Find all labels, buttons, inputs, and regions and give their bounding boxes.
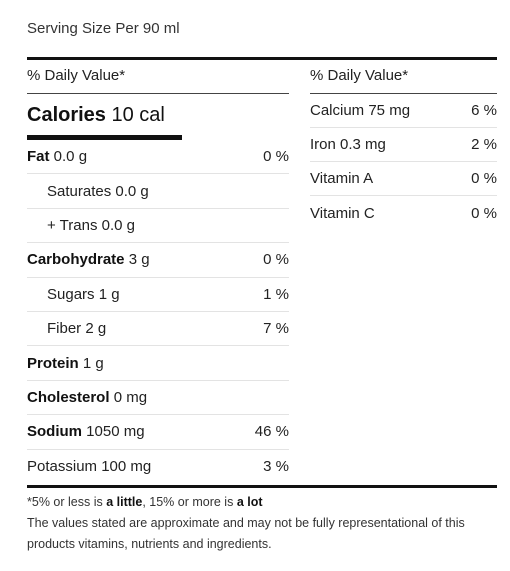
- nutrient-row-protein: Protein 1 g: [27, 346, 289, 381]
- note-emphasis-lot: a lot: [236, 495, 263, 509]
- nutrient-percent: 3 %: [263, 458, 289, 476]
- nutrient-percent: 0 %: [263, 251, 289, 269]
- nutrient-name: Potassium 100 mg: [27, 458, 152, 476]
- nutrient-row-fiber: Fiber 2 g 7 %: [27, 312, 289, 347]
- nutrient-name: Vitamin C: [310, 204, 375, 222]
- nutrient-label: Sodium: [27, 423, 82, 441]
- disclaimer: The values stated are approximate and ma…: [27, 516, 465, 551]
- nutrient-percent: 0 %: [471, 170, 497, 187]
- nutrient-name: Saturates 0.0 g: [47, 182, 149, 200]
- nutrient-percent: 1 %: [263, 285, 289, 303]
- nutrient-name: Fiber 2 g: [47, 320, 107, 338]
- nutrient-percent: 0 %: [263, 148, 289, 166]
- nutrient-label: Carbohydrate: [27, 251, 125, 269]
- nutrient-percent: 46 %: [254, 423, 289, 441]
- nutrient-row-carbohydrate: Carbohydrate 3 g 0 %: [27, 243, 289, 278]
- daily-value-header: % Daily Value*: [310, 60, 497, 94]
- nutrient-row-iron: Iron 0.3 mg 2 %: [310, 128, 497, 162]
- nutrient-name: Iron 0.3 mg: [310, 136, 386, 153]
- nutrient-name: + Trans 0.0 g: [47, 216, 135, 234]
- nutrient-percent: 7 %: [263, 320, 289, 338]
- nutrient-name: Cholesterol 0 mg: [27, 389, 147, 406]
- nutrient-row-vitamin-c: Vitamin C 0 %: [310, 196, 497, 230]
- nutrient-row-trans: + Trans 0.0 g: [27, 209, 289, 244]
- nutrient-name: Calcium 75 mg: [310, 102, 411, 119]
- top-divider: [27, 57, 497, 60]
- calories-bar: [27, 135, 182, 140]
- right-column: % Daily Value* Calcium 75 mg 6 % Iron 0.…: [310, 60, 497, 230]
- nutrient-name: Fat 0.0 g: [27, 148, 87, 165]
- nutrient-row-potassium: Potassium 100 mg 3 %: [27, 450, 289, 484]
- nutrient-percent: 6 %: [471, 102, 497, 119]
- footnote: *5% or less is a little, 15% or more is …: [27, 492, 497, 555]
- nutrient-row-sodium: Sodium 1050 mg 46 %: [27, 415, 289, 450]
- nutrient-name: Carbohydrate 3 g: [27, 251, 150, 268]
- calories-value: 10 cal: [111, 104, 165, 126]
- nutrient-amount: 1050 mg: [86, 423, 145, 441]
- nutrient-amount: 3 g: [128, 251, 150, 269]
- nutrient-label: Fat: [27, 148, 50, 166]
- nutrient-name: Sodium 1050 mg: [27, 423, 145, 440]
- nutrient-amount: 0 mg: [113, 388, 148, 406]
- note-text: , 15% or more is: [142, 495, 237, 509]
- note-text: *5% or less is: [27, 495, 107, 509]
- calories-text: Calories 10 cal: [27, 104, 165, 127]
- nutrient-row-vitamin-a: Vitamin A 0 %: [310, 162, 497, 196]
- serving-size: Serving Size Per 90 ml: [27, 20, 180, 37]
- nutrient-row-cholesterol: Cholesterol 0 mg: [27, 381, 289, 416]
- daily-value-note: *5% or less is a little, 15% or more is …: [27, 492, 497, 513]
- nutrient-label: Cholesterol: [27, 388, 110, 406]
- nutrient-amount: 0.0 g: [53, 148, 88, 166]
- left-column: % Daily Value* Calories 10 cal Fat 0.0 g…: [27, 60, 289, 484]
- nutrient-name: Protein 1 g: [27, 355, 104, 372]
- nutrient-name: Vitamin A: [310, 170, 374, 187]
- nutrient-percent: 0 %: [471, 204, 497, 222]
- calories-label: Calories: [27, 104, 106, 126]
- note-emphasis-little: a little: [106, 495, 143, 509]
- nutrient-percent: 2 %: [471, 136, 497, 153]
- nutrient-amount: 1 g: [82, 354, 104, 372]
- nutrient-row-saturates: Saturates 0.0 g: [27, 174, 289, 209]
- nutrient-label: Protein: [27, 354, 79, 372]
- nutrient-name: Sugars 1 g: [47, 285, 120, 303]
- nutrient-row-sugars: Sugars 1 g 1 %: [27, 278, 289, 312]
- nutrient-row-calcium: Calcium 75 mg 6 %: [310, 94, 497, 128]
- nutrient-row-fat: Fat 0.0 g 0 %: [27, 140, 289, 175]
- bottom-divider: [27, 485, 497, 488]
- calories-row: Calories 10 cal: [27, 94, 289, 140]
- daily-value-header: % Daily Value*: [27, 60, 289, 94]
